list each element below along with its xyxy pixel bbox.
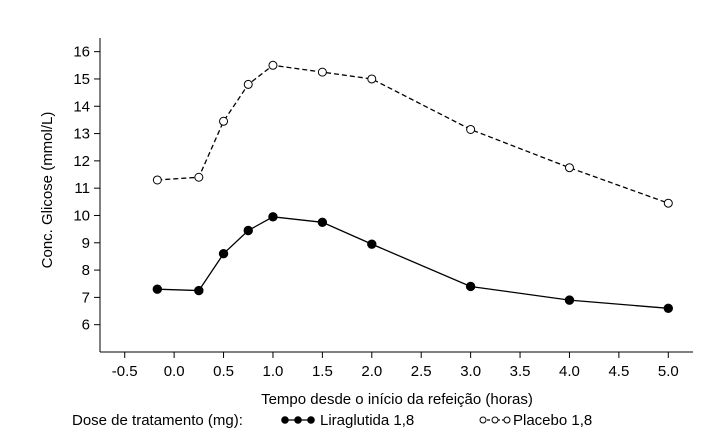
series-liraglutida [152,212,673,314]
data-point [663,303,673,314]
data-point [243,225,253,236]
legend-marker-filled [281,416,289,424]
x-tick-label: 1.5 [312,363,333,380]
y-tick-label: 12 [73,153,90,170]
data-point [466,124,476,134]
y-tick-label: 11 [74,180,90,197]
x-tick-label: 0.0 [164,363,185,380]
axes: 6 7 8 9 10 11 12 13 14 15 16 -0.5 0.0 0.5 1.0 1.5 2.0 2.5… [73,38,693,380]
x-tick-label: 3.5 [510,363,531,380]
x-tick-label: 4.0 [559,363,580,380]
x-tick-label: -0.5 [112,363,138,380]
data-point [218,249,229,259]
series-placebo [152,60,673,208]
data-point [367,239,377,249]
legend-label: Liraglutida 1,8 [320,412,414,429]
data-point [194,285,204,296]
data-point [219,116,229,126]
legend-marker-filled [294,416,302,424]
y-axis-title: Conc. Glicose (mmol/L) [39,112,56,269]
y-tick-label: 7 [82,289,90,306]
data-point [194,172,204,182]
legend: Dose de tratamento (mg): Liraglutida 1,8 P… [72,412,592,429]
y-tick-label: 14 [73,98,90,115]
data-point [317,67,327,77]
y-tick-label: 9 [82,235,90,252]
y-tick-label: 6 [82,317,90,334]
series-line [157,64,669,204]
data-point [268,60,278,70]
series-layer [152,60,673,314]
y-tick-label: 15 [73,71,90,88]
x-tick-label: 2.5 [411,363,432,380]
data-point [268,212,278,222]
y-tick-label: 16 [73,44,90,61]
legend-marker-open [503,416,511,424]
data-point [465,281,476,292]
data-point [243,79,253,89]
legend-entry-liraglutida: Liraglutida 1,8 [281,412,414,429]
series-line [157,216,669,309]
x-tick-label: 1.0 [263,363,284,380]
x-tick-label: 5.0 [658,363,679,380]
data-point [317,217,328,228]
x-tick-label: 3.0 [460,363,481,380]
legend-title: Dose de tratamento (mg): [72,412,243,429]
data-point [564,163,574,173]
legend-label: Placebo 1,8 [513,412,592,429]
legend-marker-open [491,416,499,424]
data-point [663,198,673,208]
data-point [152,175,162,185]
y-tick-label: 10 [73,207,90,224]
y-tick-label: 8 [82,262,90,279]
x-tick-label: 2.0 [361,363,382,380]
x-tick-label: 4.5 [608,363,629,380]
x-axis-title: Tempo desde o início da refeição (horas) [261,391,533,408]
y-tick-label: 13 [73,126,90,143]
data-point [367,74,377,84]
legend-marker-open [479,416,487,424]
x-tick-label: 0.5 [213,363,234,380]
legend-entry-placebo: Placebo 1,8 [479,412,592,429]
data-point [564,295,575,305]
legend-marker-filled [307,416,315,424]
data-point [152,284,163,294]
